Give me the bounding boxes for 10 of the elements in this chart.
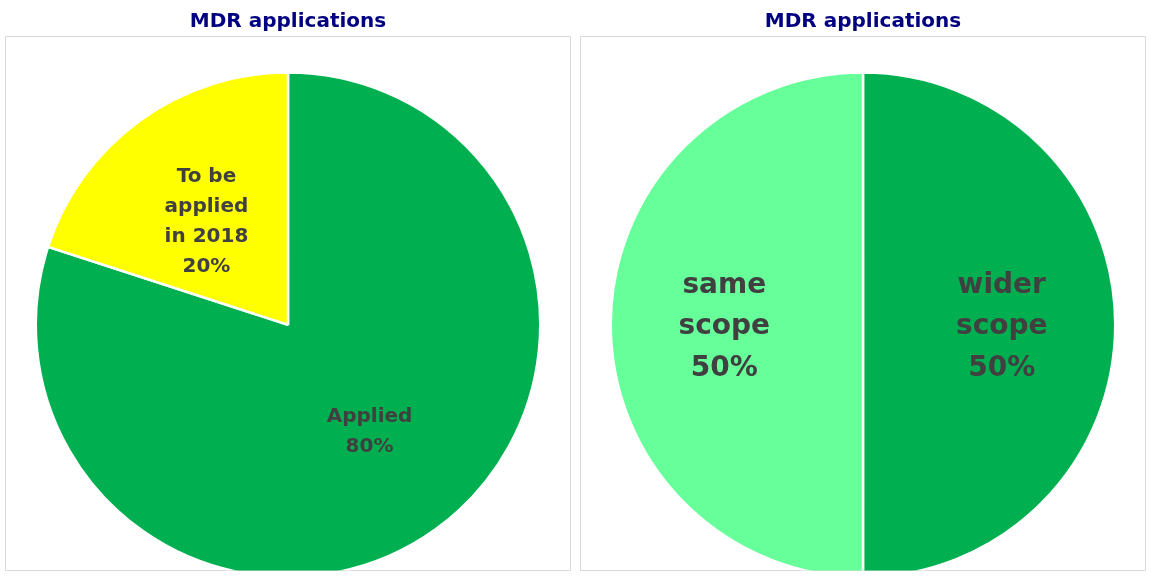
slice-label: To be applied in 2018 — [164, 162, 249, 247]
data-label: 50% — [968, 349, 1036, 383]
data-label: 50% — [690, 349, 758, 383]
data-label: 80% — [345, 432, 394, 457]
chart-title: MDR applications — [189, 7, 387, 32]
chart-title: MDR applications — [764, 7, 962, 32]
data-label: 20% — [182, 252, 231, 277]
slice-label: Applied — [326, 402, 413, 427]
slice-label: wider scope — [955, 267, 1048, 342]
slice-label: same scope — [678, 267, 771, 342]
